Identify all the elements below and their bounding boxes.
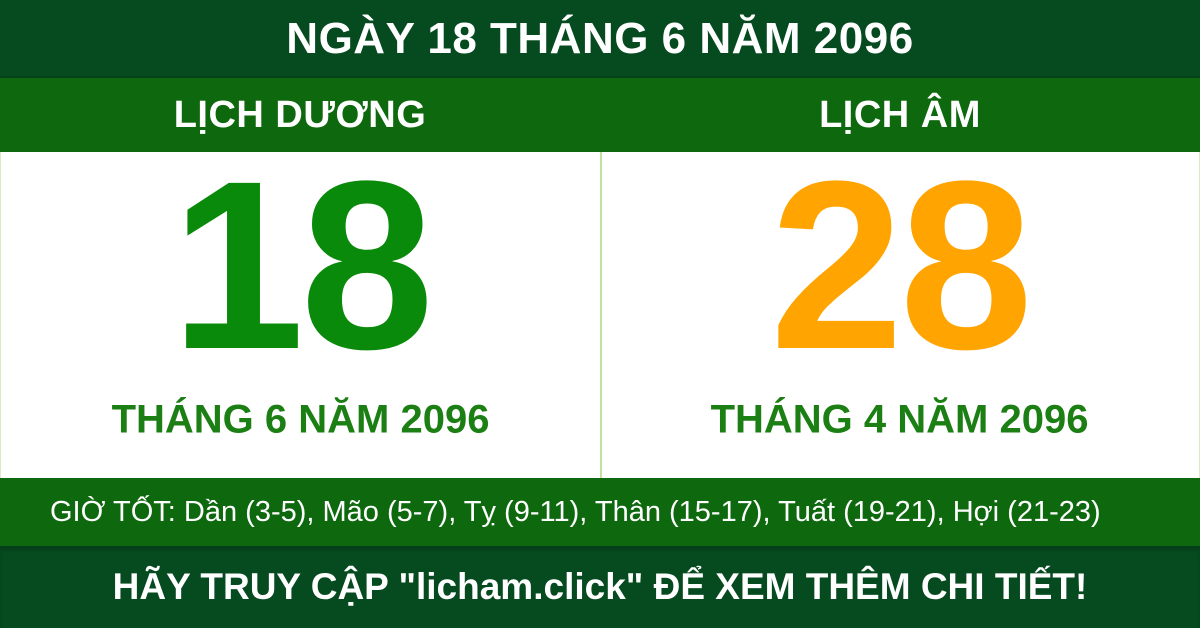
lunar-month-year: THÁNG 4 NĂM 2096	[710, 397, 1089, 442]
panel-divider	[600, 152, 602, 478]
solar-calendar-header: LỊCH DƯƠNG	[0, 78, 600, 152]
date-title-bar: NGÀY 18 THÁNG 6 NĂM 2096	[0, 0, 1200, 78]
lunar-day-number: 28	[770, 131, 1033, 399]
footer-cta-text: HÃY TRUY CẬP "licham.click" ĐỂ XEM THÊM …	[112, 566, 1088, 607]
calendar-panels: 18 THÁNG 6 NĂM 2096 28 THÁNG 4 NĂM 2096	[0, 145, 1200, 478]
footer-cta-bar: HÃY TRUY CẬP "licham.click" ĐỂ XEM THÊM …	[0, 546, 1200, 628]
solar-month-year: THÁNG 6 NĂM 2096	[111, 397, 490, 442]
solar-calendar-header-label: LỊCH DƯƠNG	[173, 93, 427, 136]
lunar-panel: 28 THÁNG 4 NĂM 2096	[600, 145, 1199, 478]
lunar-calendar-header: LỊCH ÂM	[600, 78, 1200, 152]
good-hours-text: GIỜ TỐT: Dần (3-5), Mão (5-7), Tỵ (9-11)…	[50, 495, 1101, 528]
solar-day-number: 18	[171, 131, 434, 399]
solar-panel: 18 THÁNG 6 NĂM 2096	[1, 145, 600, 478]
calendar-type-header-row: LỊCH DƯƠNG LỊCH ÂM	[0, 78, 1200, 152]
page-title: NGÀY 18 THÁNG 6 NĂM 2096	[286, 14, 914, 63]
lunar-calendar-header-label: LỊCH ÂM	[819, 93, 981, 136]
good-hours-bar: GIỜ TỐT: Dần (3-5), Mão (5-7), Tỵ (9-11)…	[0, 478, 1200, 546]
